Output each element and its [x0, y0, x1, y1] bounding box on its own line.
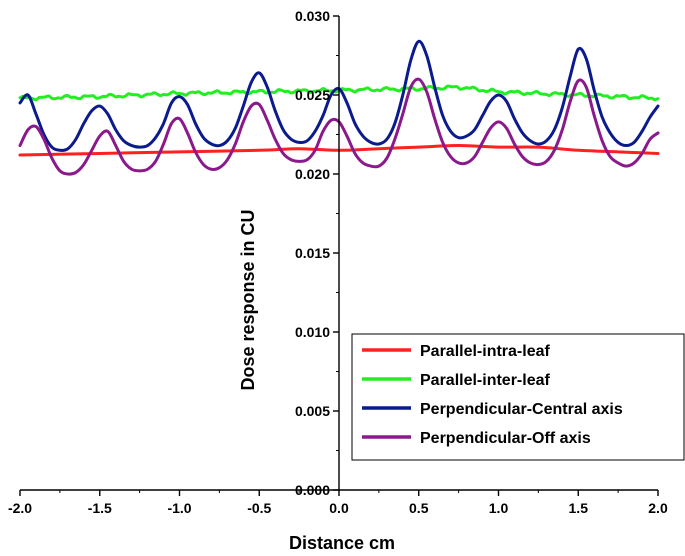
y-ticks: 0.000 0.005 0.010 0.015 0.020 0.025 0.030 [295, 8, 339, 498]
x-ticks: -2.0 -1.5 -1.0 -0.5 0.0 0.5 1.0 1.5 2.0 [8, 490, 668, 516]
y-tick-label: 0.015 [295, 245, 330, 261]
legend-label: Parallel-inter-leaf [420, 372, 551, 389]
x-tick-label: -0.5 [247, 500, 271, 516]
legend-label: Perpendicular-Off axis [420, 430, 591, 447]
x-tick-label: -1.5 [88, 500, 112, 516]
x-tick-label: 0.0 [329, 500, 349, 516]
legend: Parallel-intra-leaf Parallel-inter-leaf Pe… [351, 333, 685, 461]
y-tick-label: 0.000 [295, 482, 330, 498]
x-tick-label: 1.0 [489, 500, 509, 516]
x-tick-label: 2.0 [648, 500, 668, 516]
x-tick-label: 1.5 [569, 500, 589, 516]
x-axis-label: Distance cm [289, 533, 395, 553]
x-tick-label: -1.0 [167, 500, 191, 516]
legend-label: Parallel-intra-leaf [420, 343, 551, 360]
legend-box [351, 333, 685, 461]
y-tick-label: 0.010 [295, 324, 330, 340]
y-axis-label: Dose response in CU [238, 209, 258, 390]
y-tick-label: 0.030 [295, 8, 330, 24]
legend-items: Parallel-intra-leaf Parallel-inter-leaf Pe… [362, 343, 623, 447]
y-tick-label: 0.025 [295, 87, 330, 103]
x-tick-label: 0.5 [409, 500, 429, 516]
legend-label: Perpendicular-Central axis [420, 401, 623, 418]
y-tick-label: 0.005 [295, 403, 330, 419]
x-tick-label: -2.0 [8, 500, 32, 516]
y-tick-label: 0.020 [295, 166, 330, 182]
